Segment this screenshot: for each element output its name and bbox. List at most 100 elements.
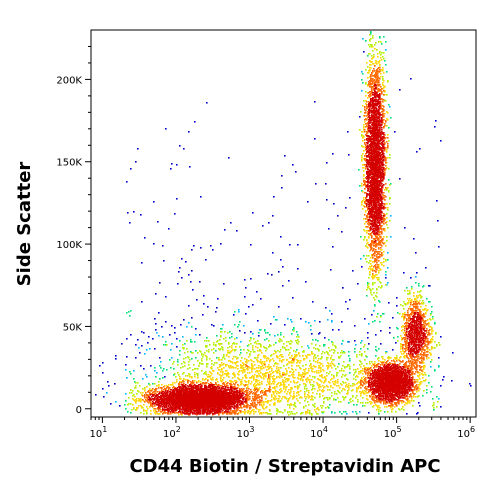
event-dot — [370, 64, 372, 66]
event-dot — [413, 389, 415, 391]
event-dot — [329, 310, 331, 312]
event-dot — [422, 395, 424, 397]
event-dot — [145, 374, 147, 376]
event-dot — [387, 143, 389, 145]
event-dot — [288, 389, 290, 391]
event-dot — [399, 400, 401, 402]
event-dot — [365, 258, 367, 260]
event-dot — [415, 371, 417, 373]
event-dot — [221, 381, 223, 383]
event-dot — [211, 363, 213, 365]
event-dot — [371, 88, 373, 90]
event-dot — [380, 287, 382, 289]
event-dot — [366, 215, 368, 217]
event-dot — [362, 390, 364, 392]
event-dot — [323, 401, 325, 403]
event-dot — [326, 365, 328, 367]
event-dot — [350, 385, 352, 387]
event-dot — [158, 335, 160, 337]
event-dot — [375, 264, 377, 266]
event-dot — [331, 392, 333, 394]
event-dot — [308, 368, 310, 370]
event-dot — [422, 286, 424, 288]
event-dot — [375, 87, 377, 89]
event-dot — [385, 158, 387, 160]
event-dot — [235, 356, 237, 358]
event-dot — [428, 375, 430, 377]
event-dot — [269, 409, 271, 411]
event-dot — [400, 351, 402, 353]
event-dot — [367, 375, 369, 377]
event-dot — [361, 183, 363, 185]
event-dot — [385, 403, 387, 405]
event-dot — [426, 358, 428, 360]
event-dot — [236, 358, 238, 360]
event-dot — [220, 375, 222, 377]
event-dot — [401, 402, 403, 404]
event-dot — [195, 328, 197, 330]
event-dot — [240, 341, 242, 343]
event-dot — [281, 361, 283, 363]
event-dot — [364, 115, 366, 117]
event-dot — [325, 183, 327, 185]
event-dot — [202, 378, 204, 380]
event-dot — [288, 367, 290, 369]
event-dot — [398, 408, 400, 410]
event-dot — [339, 392, 341, 394]
event-dot — [292, 372, 294, 374]
event-dot — [297, 334, 299, 336]
event-dot — [382, 76, 384, 78]
event-dot — [234, 338, 236, 340]
event-dot — [384, 359, 386, 361]
event-dot — [363, 218, 365, 220]
event-dot — [215, 344, 217, 346]
event-dot — [220, 371, 222, 373]
event-dot — [401, 408, 403, 410]
event-dot — [376, 364, 378, 366]
event-dot — [263, 408, 265, 410]
event-dot — [322, 405, 324, 407]
event-dot — [287, 380, 289, 382]
event-dot — [143, 409, 145, 411]
event-dot — [383, 251, 385, 253]
event-dot — [350, 401, 352, 403]
event-dot — [426, 328, 428, 330]
event-dot — [297, 381, 299, 383]
event-dot — [223, 367, 225, 369]
event-dot — [328, 347, 330, 349]
event-dot — [170, 349, 172, 351]
event-dot — [166, 344, 168, 346]
event-dot — [362, 402, 364, 404]
event-dot — [238, 311, 240, 313]
event-dot — [126, 338, 128, 340]
event-dot — [372, 46, 374, 48]
event-dot — [288, 361, 290, 363]
event-dot — [103, 396, 105, 398]
event-dot — [308, 390, 310, 392]
event-dot — [258, 354, 260, 356]
event-dot — [253, 413, 255, 415]
event-dot — [333, 359, 335, 361]
event-dot — [311, 370, 313, 372]
event-dot — [342, 396, 344, 398]
event-dot — [240, 352, 242, 354]
event-dot — [249, 413, 251, 415]
event-dot — [154, 318, 156, 320]
event-dot — [356, 387, 358, 389]
event-dot — [388, 140, 390, 142]
event-dot — [358, 387, 360, 389]
event-dot — [357, 368, 359, 370]
event-dot — [298, 394, 300, 396]
event-dot — [436, 344, 438, 346]
event-dot — [368, 219, 370, 221]
event-dot — [374, 361, 376, 363]
event-dot — [230, 222, 232, 224]
event-dot — [366, 119, 368, 121]
event-dot — [365, 82, 367, 84]
event-dot — [420, 297, 422, 299]
event-dot — [327, 399, 329, 401]
event-dot — [347, 392, 349, 394]
event-dot — [199, 334, 201, 336]
event-dot — [366, 388, 368, 390]
event-dot — [397, 336, 399, 338]
